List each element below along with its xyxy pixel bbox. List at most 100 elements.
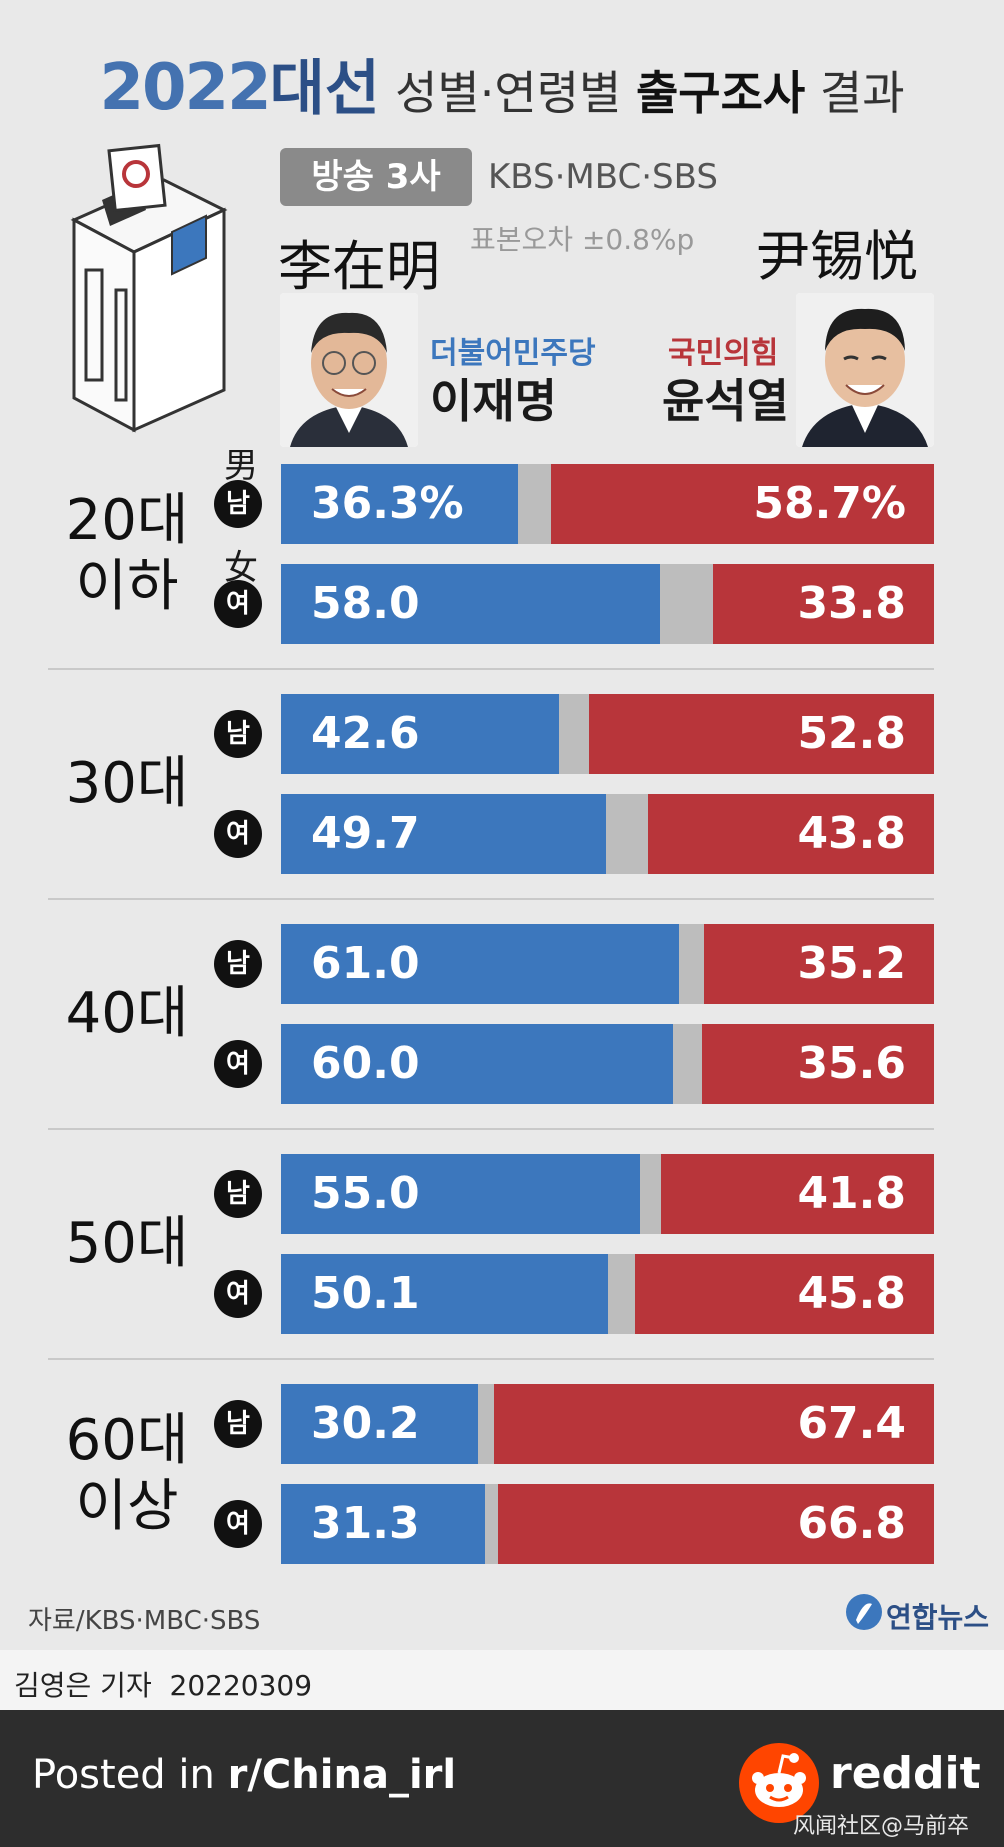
watermark: 风闻社区@马前卒 xyxy=(793,1814,970,1839)
gender-badge-male: 남 xyxy=(214,480,262,528)
bar-yoon xyxy=(661,1154,934,1234)
value-label-yoon: 35.6 xyxy=(797,1038,906,1089)
gender-badge-female: 여 xyxy=(214,810,262,858)
reddit-bar xyxy=(0,1710,1004,1847)
value-label-lee: 31.3 xyxy=(311,1498,420,1549)
bar-lee xyxy=(281,794,606,874)
value-label-yoon: 41.8 xyxy=(797,1168,906,1219)
bar-lee xyxy=(281,1024,673,1104)
subtitle-bold: 출구조사 xyxy=(635,66,806,120)
yoon-chinese-name: 尹锡悦 xyxy=(756,225,918,288)
value-label-yoon: 43.8 xyxy=(797,808,906,859)
bar-lee xyxy=(281,694,560,774)
gender-badge-female: 여 xyxy=(214,580,262,628)
posted-in-label[interactable]: Posted in r/China_irl xyxy=(32,1752,456,1798)
group-divider xyxy=(48,1358,934,1360)
lee-chinese-name: 李在明 xyxy=(278,235,440,298)
title-election: 대선 xyxy=(269,54,381,124)
age-label-line: 30대 xyxy=(65,751,189,816)
value-label-lee: 42.6 xyxy=(311,708,420,759)
title-subtitle: 성별·연령별 출구조사 결과 xyxy=(395,66,904,120)
bar-yoon xyxy=(497,1484,934,1564)
gender-badge-female: 여 xyxy=(214,1270,262,1318)
networks-label: KBS·MBC·SBS xyxy=(488,157,718,197)
bar-lee xyxy=(281,924,680,1004)
bar-row: 42.6 52.8 xyxy=(281,694,934,774)
value-label-yoon: 33.8 xyxy=(797,578,906,629)
value-label-yoon: 45.8 xyxy=(797,1268,906,1319)
group-divider xyxy=(48,898,934,900)
bar-lee xyxy=(281,564,660,644)
value-label-lee: 30.2 xyxy=(311,1398,420,1449)
bar-row: 61.0 35.2 xyxy=(281,924,934,1004)
bar-lee xyxy=(281,1254,609,1334)
value-label-yoon: 35.2 xyxy=(797,938,906,989)
gender-badge-male: 남 xyxy=(214,1170,262,1218)
bar-yoon xyxy=(713,564,934,644)
age-label: 40대 xyxy=(52,981,202,1047)
age-label-line: 40대 xyxy=(65,981,189,1046)
value-label-lee: 50.1 xyxy=(311,1268,420,1319)
credit-date: 20220309 xyxy=(169,1669,313,1702)
value-label-yoon: 67.4 xyxy=(797,1398,906,1449)
age-label: 50대 xyxy=(52,1211,202,1277)
lee-party: 더불어민주당 xyxy=(430,336,596,371)
group-divider xyxy=(48,1128,934,1130)
subreddit-link[interactable]: r/China_irl xyxy=(227,1752,457,1798)
bar-row: 49.7 43.8 xyxy=(281,794,934,874)
subtitle-pre: 성별·연령별 xyxy=(395,66,636,120)
bar-yoon xyxy=(550,464,934,544)
bar-row: 55.0 41.8 xyxy=(281,1154,934,1234)
lee-korean-name: 이재명 xyxy=(430,374,557,428)
age-label-line: 이상 xyxy=(75,1474,179,1539)
value-label-lee: 60.0 xyxy=(311,1038,420,1089)
gender-badge-female: 여 xyxy=(214,1040,262,1088)
sample-error-note: 표본오차 ±0.8%p xyxy=(470,223,695,256)
bar-yoon xyxy=(701,1024,934,1104)
footer-source: 자료/KBS·MBC·SBS xyxy=(28,1606,261,1636)
bar-yoon xyxy=(589,694,934,774)
bar-yoon xyxy=(704,924,934,1004)
gender-badge-male: 남 xyxy=(214,710,262,758)
bar-row: 60.0 35.6 xyxy=(281,1024,934,1104)
value-label-lee: 61.0 xyxy=(311,938,420,989)
footer-agency: 연합뉴스 xyxy=(886,1601,990,1634)
title-year: 2022 xyxy=(99,51,271,125)
page-title: 2022대선 성별·연령별 출구조사 결과 xyxy=(0,40,1004,127)
bar-yoon xyxy=(634,1254,934,1334)
age-label: 20대 이하 xyxy=(52,488,202,620)
gender-badge-female: 여 xyxy=(214,1500,262,1548)
lee-photo xyxy=(280,293,418,447)
bar-lee xyxy=(281,1484,486,1564)
value-label-lee: 36.3% xyxy=(311,478,464,529)
bar-row: 58.0 33.8 xyxy=(281,564,934,644)
gender-badge-male: 남 xyxy=(214,940,262,988)
age-label-line: 20대 xyxy=(65,488,189,553)
age-label-line: 50대 xyxy=(65,1211,189,1276)
bar-yoon xyxy=(493,1384,934,1464)
reddit-brand: reddit xyxy=(830,1748,981,1799)
value-label-yoon: 66.8 xyxy=(797,1498,906,1549)
posted-prefix: Posted in xyxy=(32,1752,228,1798)
ballot-box-icon xyxy=(70,143,228,433)
yonhap-logo-icon xyxy=(846,1594,882,1630)
bar-row: 30.2 67.4 xyxy=(281,1384,934,1464)
yoon-party: 국민의힘 xyxy=(668,336,779,371)
overlay-male: 男 xyxy=(224,446,258,486)
bar-yoon xyxy=(648,794,934,874)
age-label-line: 60대 xyxy=(65,1408,189,1473)
bar-row: 36.3% 58.7% xyxy=(281,464,934,544)
yoon-korean-name: 윤석열 xyxy=(662,374,789,428)
credit-line: 김영은 기자 20220309 xyxy=(14,1664,312,1704)
credit-bar xyxy=(0,1650,1004,1710)
bar-lee xyxy=(281,1154,641,1234)
bar-lee xyxy=(281,464,519,544)
bar-row: 50.1 45.8 xyxy=(281,1254,934,1334)
subtitle-post: 결과 xyxy=(805,66,905,120)
reddit-logo-icon xyxy=(739,1743,819,1823)
bar-lee xyxy=(281,1384,479,1464)
value-label-yoon: 58.7% xyxy=(753,478,906,529)
yoon-photo xyxy=(796,293,934,447)
source-badge: 방송 3사 xyxy=(280,148,472,206)
gender-badge-male: 남 xyxy=(214,1400,262,1448)
